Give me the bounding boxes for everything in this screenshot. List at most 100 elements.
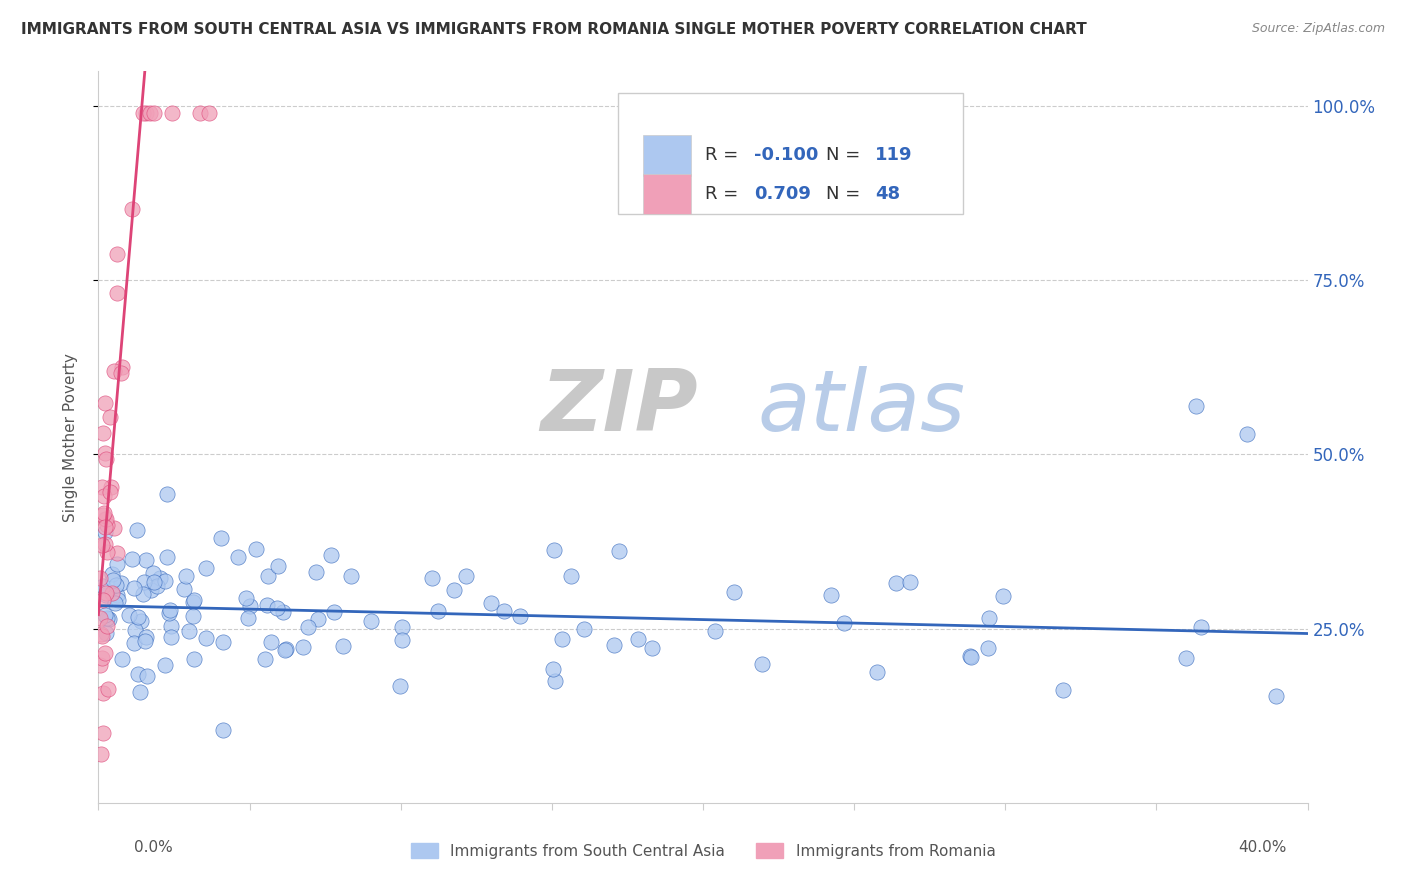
- Point: [321, 548, 343, 562]
- Point: [110, 366, 132, 380]
- Point: [111, 652, 134, 666]
- Point: [96, 619, 118, 633]
- Point: [551, 632, 574, 646]
- Point: [125, 524, 148, 538]
- Point: [173, 582, 195, 596]
- Point: [866, 665, 889, 679]
- Point: [149, 571, 172, 585]
- Text: -0.100: -0.100: [754, 146, 818, 164]
- Point: [360, 615, 382, 629]
- Point: [226, 549, 249, 564]
- Point: [94, 512, 117, 526]
- Point: [509, 608, 531, 623]
- Point: [91, 686, 114, 700]
- Point: [132, 106, 155, 120]
- Point: [420, 571, 443, 585]
- Point: [142, 106, 165, 120]
- Point: [101, 567, 124, 582]
- Point: [94, 396, 117, 410]
- Point: [723, 585, 745, 599]
- Legend: Immigrants from South Central Asia, Immigrants from Romania: Immigrants from South Central Asia, Immi…: [405, 837, 1001, 864]
- Point: [257, 569, 280, 583]
- Point: [129, 685, 152, 699]
- Point: [146, 579, 169, 593]
- Point: [832, 616, 855, 631]
- Point: [273, 605, 295, 619]
- Text: N =: N =: [827, 146, 866, 164]
- Point: [103, 364, 125, 378]
- Point: [211, 635, 233, 649]
- Point: [977, 640, 1000, 655]
- Point: [101, 573, 124, 587]
- Point: [960, 649, 983, 664]
- Point: [544, 673, 567, 688]
- Point: [159, 603, 181, 617]
- Point: [121, 202, 143, 216]
- Text: IMMIGRANTS FROM SOUTH CENTRAL ASIA VS IMMIGRANTS FROM ROMANIA SINGLE MOTHER POVE: IMMIGRANTS FROM SOUTH CENTRAL ASIA VS IM…: [21, 22, 1087, 37]
- Point: [627, 632, 650, 646]
- Point: [236, 611, 259, 625]
- Point: [156, 550, 179, 565]
- Point: [93, 506, 115, 520]
- Text: ZIP: ZIP: [540, 367, 697, 450]
- Point: [139, 583, 162, 598]
- Point: [94, 452, 117, 467]
- Point: [197, 106, 219, 120]
- Point: [91, 651, 114, 665]
- Point: [607, 544, 630, 558]
- Point: [340, 569, 363, 583]
- Point: [93, 525, 115, 540]
- Point: [266, 601, 288, 615]
- Point: [94, 512, 117, 526]
- Point: [157, 606, 180, 620]
- Point: [160, 619, 183, 633]
- Point: [94, 446, 117, 460]
- Point: [93, 608, 115, 623]
- Point: [543, 543, 565, 558]
- Point: [96, 545, 118, 559]
- Point: [256, 598, 278, 612]
- Point: [96, 517, 118, 532]
- Text: 48: 48: [875, 186, 900, 203]
- Point: [127, 667, 149, 681]
- Point: [91, 592, 114, 607]
- Point: [456, 569, 478, 583]
- Point: [820, 588, 842, 602]
- Point: [1052, 683, 1074, 698]
- Text: atlas: atlas: [758, 367, 966, 450]
- Point: [323, 605, 346, 619]
- Point: [156, 487, 179, 501]
- Point: [98, 485, 121, 500]
- Point: [1185, 399, 1208, 413]
- Point: [105, 557, 128, 571]
- Point: [188, 106, 211, 120]
- Point: [98, 410, 121, 425]
- Point: [105, 588, 128, 602]
- Point: [96, 611, 118, 625]
- Point: [160, 106, 183, 120]
- Point: [94, 586, 117, 600]
- Point: [603, 638, 626, 652]
- Point: [105, 246, 128, 260]
- FancyBboxPatch shape: [643, 174, 690, 214]
- Point: [898, 575, 921, 590]
- Point: [98, 612, 121, 626]
- Point: [391, 620, 413, 634]
- Point: [194, 631, 217, 645]
- Point: [1264, 689, 1286, 703]
- Point: [135, 552, 157, 566]
- Point: [136, 668, 159, 682]
- Point: [91, 630, 114, 644]
- Point: [235, 591, 257, 605]
- Point: [183, 651, 205, 665]
- Point: [91, 726, 114, 740]
- Y-axis label: Single Mother Poverty: Single Mother Poverty: [63, 352, 77, 522]
- Point: [93, 489, 115, 503]
- Point: [174, 568, 197, 582]
- Point: [253, 651, 276, 665]
- Point: [245, 541, 267, 556]
- Point: [1191, 620, 1213, 634]
- Point: [560, 569, 582, 583]
- Point: [142, 575, 165, 590]
- Point: [391, 632, 413, 647]
